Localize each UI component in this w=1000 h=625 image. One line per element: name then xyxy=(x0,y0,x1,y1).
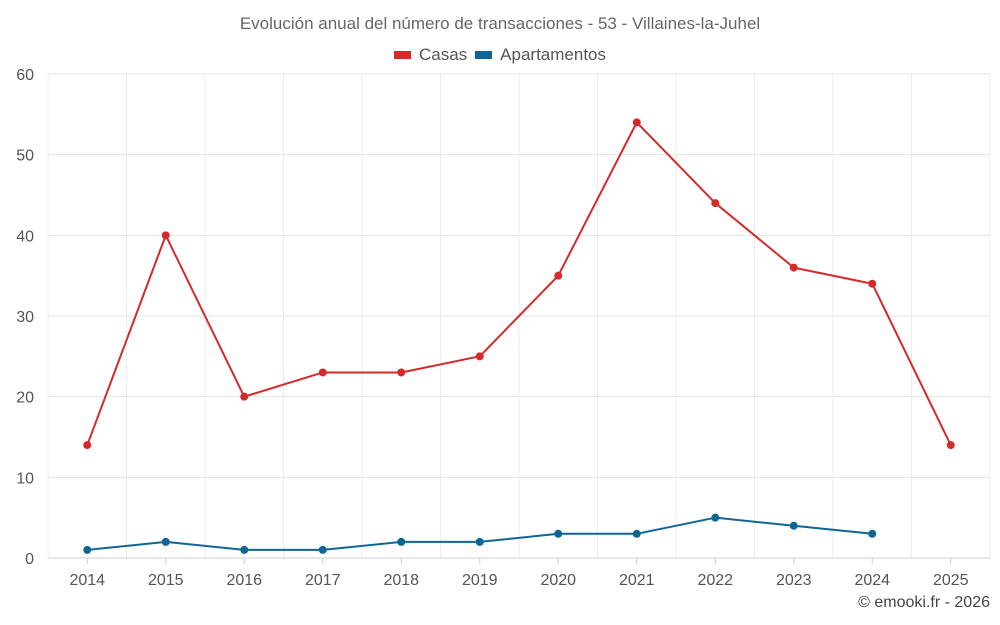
x-tick-label: 2021 xyxy=(619,572,655,589)
y-tick-label: 60 xyxy=(16,67,34,84)
y-tick-label: 50 xyxy=(16,148,34,165)
data-point-apartamentos xyxy=(789,521,798,530)
data-point-apartamentos xyxy=(83,545,92,554)
legend-item-apartamentos[interactable]: Apartamentos xyxy=(475,45,606,65)
x-tick-label: 2020 xyxy=(540,572,576,589)
x-tick-label: 2014 xyxy=(69,572,105,589)
data-point-casas xyxy=(240,392,249,401)
data-point-casas xyxy=(632,118,641,127)
data-point-apartamentos xyxy=(475,537,484,546)
data-point-apartamentos xyxy=(554,529,563,538)
data-point-apartamentos xyxy=(711,513,720,522)
y-tick-label: 30 xyxy=(16,309,34,326)
data-point-casas xyxy=(789,263,798,272)
series-line-casas xyxy=(86,121,952,446)
data-point-casas xyxy=(161,231,170,240)
legend-swatch-casas xyxy=(393,51,411,59)
legend-item-casas[interactable]: Casas xyxy=(393,45,468,65)
x-tick-label: 2016 xyxy=(226,572,262,589)
data-point-apartamentos xyxy=(240,545,249,554)
x-tick-label: 2017 xyxy=(305,572,341,589)
data-point-casas xyxy=(868,279,877,288)
legend: Casas Apartamentos xyxy=(0,45,1000,65)
y-tick-label: 20 xyxy=(16,390,34,407)
x-tick-label: 2015 xyxy=(148,572,184,589)
legend-label-casas: Casas xyxy=(418,45,468,64)
x-tick-label: 2018 xyxy=(383,572,419,589)
data-point-casas xyxy=(554,271,563,280)
data-point-apartamentos xyxy=(868,529,877,538)
data-point-casas xyxy=(711,199,720,208)
data-point-apartamentos xyxy=(318,545,327,554)
data-point-casas xyxy=(946,441,955,450)
x-tick-label: 2025 xyxy=(933,572,969,589)
x-tick-label: 2022 xyxy=(697,572,733,589)
data-point-casas xyxy=(83,441,92,450)
y-tick-label: 0 xyxy=(25,551,34,568)
data-point-apartamentos xyxy=(161,537,170,546)
x-tick-label: 2023 xyxy=(776,572,812,589)
data-point-apartamentos xyxy=(632,529,641,538)
data-point-casas xyxy=(318,368,327,377)
x-tick-label: 2019 xyxy=(462,572,498,589)
y-tick-label: 10 xyxy=(16,470,34,487)
credit-text: © emooki.fr - 2026 xyxy=(858,594,990,611)
legend-swatch-apartamentos xyxy=(475,51,493,59)
data-point-casas xyxy=(397,368,406,377)
data-point-casas xyxy=(475,352,484,361)
legend-label-apartamentos: Apartamentos xyxy=(500,45,607,64)
y-tick-label: 40 xyxy=(16,228,34,245)
x-tick-label: 2024 xyxy=(854,572,890,589)
data-point-apartamentos xyxy=(397,537,406,546)
chart-title: Evolución anual del número de transaccio… xyxy=(239,14,761,33)
